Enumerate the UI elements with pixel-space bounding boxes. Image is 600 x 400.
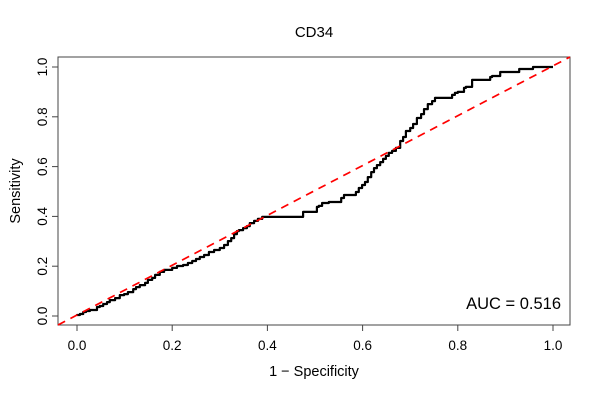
y-axis-title: Sensitivity [8,158,24,224]
y-tick-label: 0.2 [35,257,50,276]
x-axis-title: 1 − Specificity [269,364,360,380]
x-tick-label: 1.0 [544,338,563,353]
y-tick-label: 0.4 [35,207,50,226]
roc-curve [75,65,553,317]
y-tick-label: 0.0 [35,307,50,326]
plot-series-layer [57,56,571,326]
y-tick-label: 0.6 [35,157,50,176]
x-axis-ticks: 0.0 0.2 0.4 0.6 0.8 1.0 [68,325,563,353]
y-tick-label: 0.8 [35,107,50,126]
x-tick-label: 0.6 [353,338,372,353]
x-tick-label: 0.4 [258,338,277,353]
y-axis-ticks: 0.0 0.2 0.4 0.6 0.8 1.0 [35,58,58,326]
x-tick-label: 0.0 [68,338,87,353]
y-tick-label: 1.0 [35,58,50,77]
plot-box [57,56,571,326]
x-tick-label: 0.8 [448,338,467,353]
x-tick-label: 0.2 [163,338,182,353]
diagonal-reference-line [57,56,571,326]
auc-annotation: AUC = 0.516 [466,295,561,313]
chart-title: CD34 [295,24,333,41]
